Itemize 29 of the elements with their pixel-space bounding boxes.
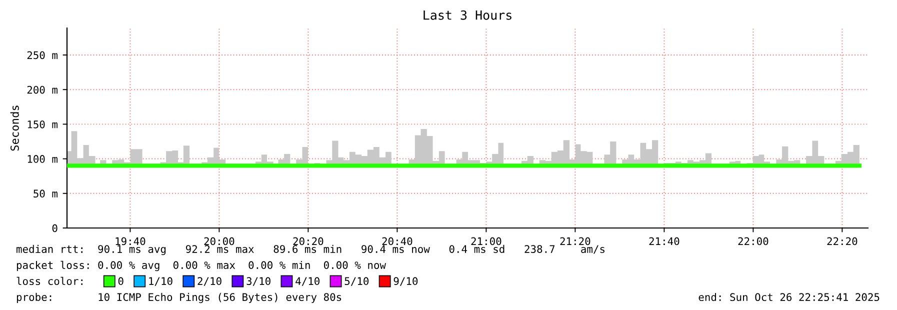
legend-label: 5/10 — [344, 277, 369, 286]
y-tick-label: 50 m — [34, 190, 58, 198]
text: probe: 10 ICMP Echo Pings (56 Bytes) every 80s — [16, 292, 342, 304]
text: median rtt: 90.1 ms avg 92.2 ms max 89.6 ms min 90.4 ms now 0.4 ms sd 238.7 am/s — [16, 244, 604, 256]
x-tick-label: 20:00 — [204, 237, 234, 246]
y-tick-label: 150 m — [28, 120, 58, 128]
y-tick-label: 200 m — [27, 86, 58, 94]
legend-label: 0 — [118, 277, 124, 286]
text: end: Sun Oct 26 22:25:41 2025 — [698, 292, 880, 302]
legend-label: 4/10 — [296, 277, 320, 286]
y-tick-label: 100 m — [28, 155, 58, 163]
x-tick-label: 20:20 — [293, 237, 324, 246]
legend-label: 1/10 — [149, 277, 172, 286]
chart-title: Last 3 Hours — [424, 10, 512, 20]
x-tick-label: 21:00 — [471, 237, 502, 246]
x-tick-label: 20:40 — [382, 237, 412, 246]
legend-label: 2/10 — [198, 277, 222, 286]
x-tick-label: 22:00 — [738, 237, 768, 246]
text: loss color: — [16, 276, 82, 286]
x-tick-label: 22:20 — [827, 237, 858, 246]
x-tick-label: 19:40 — [116, 237, 146, 246]
y-axis-title: Seconds — [10, 106, 19, 151]
text: packet loss: 0.00 % avg 0.00 % max 0.00 % min 0.00 % now — [16, 260, 386, 272]
y-tick-label: 0 — [52, 224, 58, 232]
x-tick-label: 21:40 — [649, 237, 680, 246]
legend-label: 3/10 — [246, 277, 270, 286]
x-tick-label: 21:20 — [560, 237, 590, 246]
legend-label: 9/10 — [394, 277, 418, 286]
y-tick-label: 250 m — [27, 51, 58, 60]
